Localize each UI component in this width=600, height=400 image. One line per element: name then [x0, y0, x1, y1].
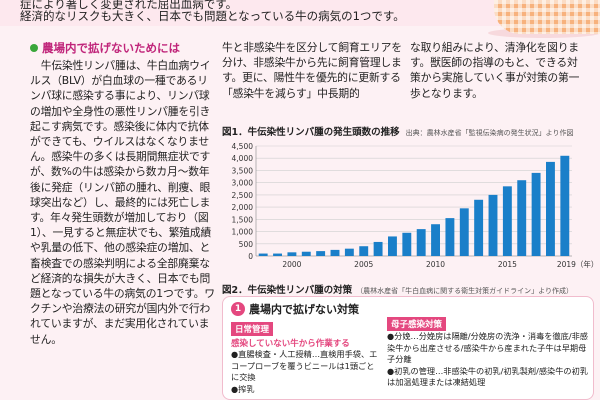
box-title: 1 農場内で拡げない対策 — [231, 301, 359, 317]
x-tick-label: 2005 — [354, 260, 373, 269]
figure2-source: （農林水産省「牛白血病に関する衛生対策ガイドライン」より作成） — [356, 287, 573, 295]
y-tick-label: 500 — [239, 240, 254, 249]
middle-body-text: 牛と非感染牛を区分して飼育エリアを分け、非感染牛から先に飼育管理します。更に、陽… — [222, 41, 402, 100]
bar — [488, 194, 498, 256]
bullet-dot-icon — [30, 44, 38, 52]
tag-daily-management: 日常管理 — [231, 322, 274, 336]
bar — [287, 252, 297, 256]
bar — [258, 253, 268, 256]
box-title-text: 農場内で拡げない対策 — [249, 303, 359, 316]
x-tick-label: 2010 — [426, 260, 445, 269]
y-tick-label: 3,000 — [232, 179, 254, 188]
bar — [301, 251, 311, 256]
y-tick-label: 1,500 — [232, 215, 254, 224]
figure1-source: 出典：農林水産省「監視伝染病の発生状況」より作図 — [405, 129, 574, 137]
bar — [517, 180, 527, 256]
y-tick-label: 4,500 — [232, 142, 254, 151]
bar — [316, 251, 326, 256]
y-tick-label: 4,000 — [232, 154, 254, 163]
figure1-chart: 0 500 1,000 1,500 2,000 2,500 3,000 3,500 4,000 4… — [222, 138, 599, 276]
y-tick-label: 2,000 — [232, 203, 254, 212]
right-body-text: な取り組みにより、清浄化を図ります。獣医師の指導のもと、できる対策から実施してい… — [410, 41, 580, 100]
figure1-title: 図1．牛伝染性リンパ腫の発生頭数の推移 — [222, 127, 400, 138]
box-right-text: ●分娩…分娩房は隔離/分娩房の洗浄・消毒を徹底/非感染牛から出産させる/感染牛か… — [387, 331, 588, 387]
bar — [273, 253, 282, 256]
checkered-cloth-image — [494, 0, 600, 34]
x-tick-label: 2015 — [498, 260, 517, 269]
measures-box: 1 農場内で拡げない対策 日常管理 母子感染対策 感染していない牛から作業する … — [222, 296, 594, 400]
bar — [373, 241, 383, 256]
section-heading-text: 農場内で拡げないためには — [42, 41, 180, 55]
section-heading: 農場内で拡げないためには — [30, 40, 218, 56]
tag-mother-child-infection: 母子感染対策 — [387, 317, 447, 331]
intro-line-2: 経済的なリスクも大きく、日本でも問題となっている牛の病気の1つです。 — [20, 9, 405, 23]
x-tick-label: 2000 — [282, 260, 301, 269]
bar — [359, 246, 369, 256]
bar — [431, 224, 440, 256]
x-tick-label: 2019（年） — [557, 259, 594, 269]
y-tick-label: 3,500 — [232, 166, 254, 175]
bar — [459, 208, 469, 256]
intro-line-1: 症により著しく変更された屈出血病です。 — [20, 0, 238, 11]
bar — [502, 186, 512, 256]
number-circle: 1 — [231, 302, 245, 316]
bar — [402, 232, 412, 256]
figure2-caption: 図2．牛伝染性リンパ腫の対策 （農林水産省「牛白血病に関する衛生対策ガイドライン… — [222, 282, 594, 296]
y-tick-label: 1,000 — [232, 228, 254, 237]
box-sub-heading: 感染していない牛から作業する — [231, 339, 350, 349]
bar — [546, 161, 555, 256]
y-tick-label: 2,500 — [232, 191, 254, 200]
y-tick-label: 0 — [248, 252, 253, 261]
left-column: 農場内で拡げないためには 牛伝染性リンパ腫は、牛白血病ウイルス（BLV）が白血球… — [30, 40, 218, 347]
bar — [344, 248, 354, 256]
figure2-title: 図2．牛伝染性リンパ腫の対策 — [222, 285, 353, 296]
left-body-text: 牛伝染性リンパ腫は、牛白血病ウイルス（BLV）が白血球の一種であるリンパ球に感染… — [30, 59, 215, 346]
bar — [388, 236, 397, 256]
bar — [560, 155, 570, 256]
figure1-caption: 図1．牛伝染性リンパ腫の発生頭数の推移 出典：農林水産省「監視伝染病の発生状況」… — [222, 124, 592, 138]
bar-chart-svg: 0 500 1,000 1,500 2,000 2,500 3,000 3,500 4,000 4… — [232, 142, 599, 269]
bar — [416, 229, 426, 256]
box-left-text: ●直腸検査・人工授精…直検用手袋、エコープローブを覆うビニールは1頭ごとに交換 … — [231, 349, 378, 394]
bar — [445, 218, 455, 256]
bar — [330, 249, 340, 256]
bar — [474, 199, 484, 256]
bar — [531, 172, 541, 256]
